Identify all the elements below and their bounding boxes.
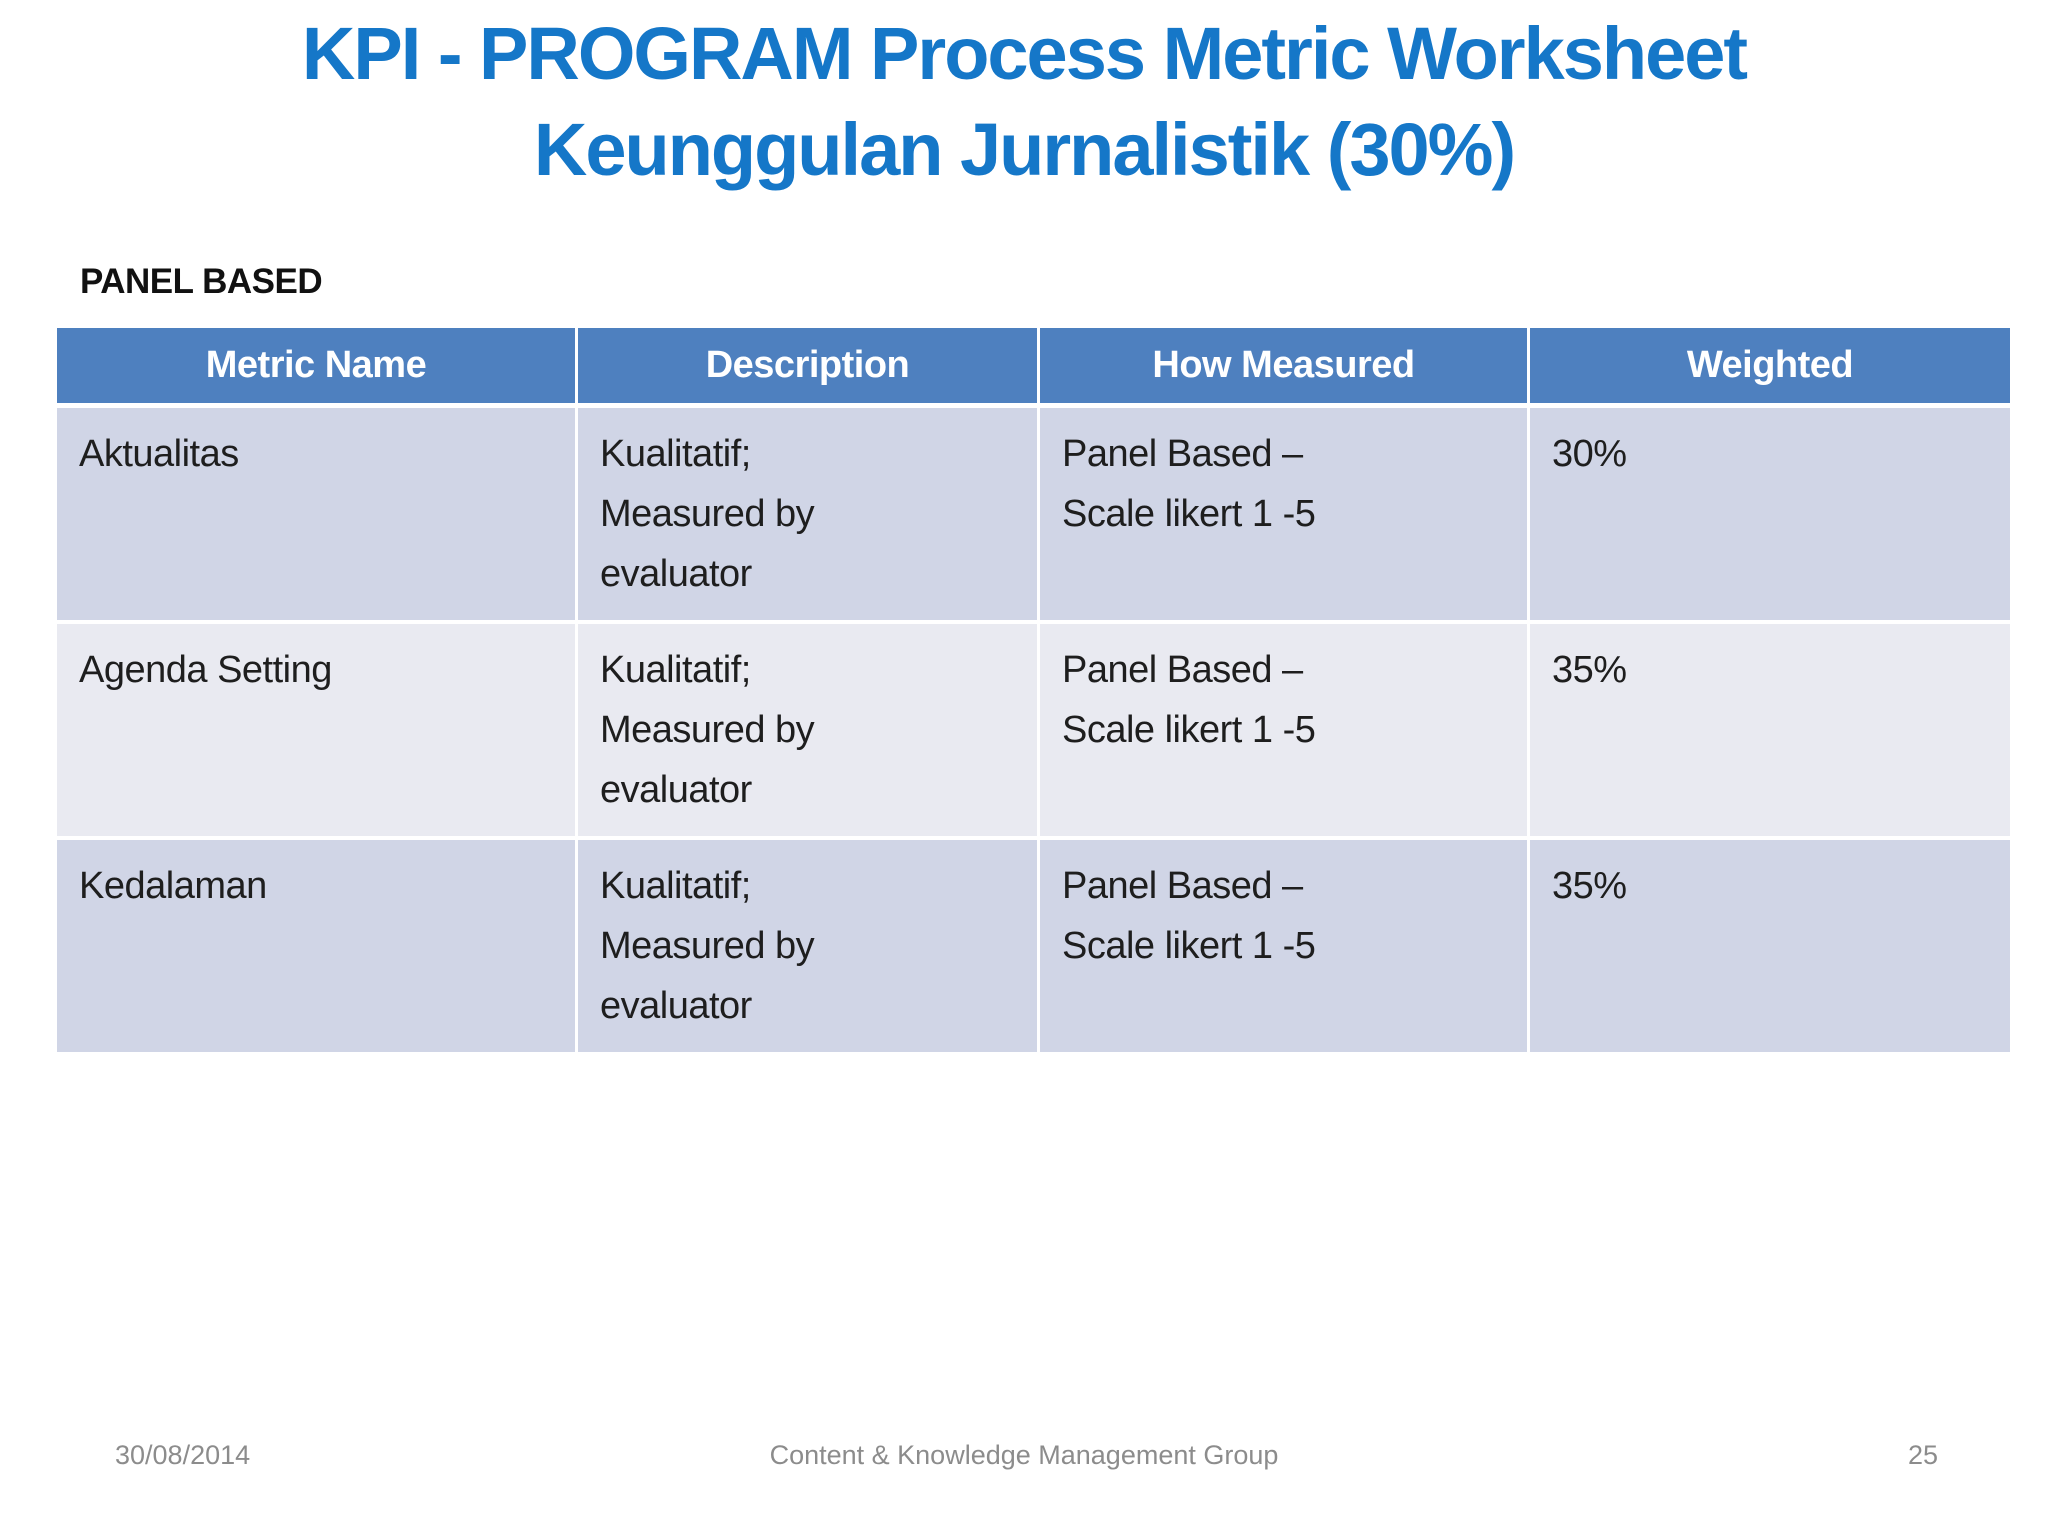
- footer-org-label: Content & Knowledge Management Group: [769, 1440, 1279, 1470]
- table-row: Kedalaman Kualitatif; Measured by evalua…: [57, 840, 2010, 1056]
- description-cell: Kualitatif; Measured by evaluator: [578, 624, 1040, 840]
- how-measured-cell: Panel Based – Scale likert 1 -5: [1040, 624, 1530, 840]
- table-header-row: Metric Name Description How Measured Wei…: [57, 328, 2010, 408]
- section-label: PANEL BASED: [80, 262, 323, 301]
- metric-cell: Agenda Setting: [57, 624, 578, 840]
- page-title-line-2: Keunggulan Jurnalistik (30%): [533, 108, 1516, 191]
- how-measured-cell: Panel Based – Scale likert 1 -5: [1040, 840, 1530, 1056]
- table-row: Aktualitas Kualitatif; Measured by evalu…: [57, 408, 2010, 624]
- page-title-line-1: KPI - PROGRAM Process Metric Worksheet: [301, 12, 1748, 95]
- weighted-cell: 35%: [1530, 624, 2010, 840]
- column-header-weighted: Weighted: [1530, 328, 2010, 408]
- footer-date: 30/08/2014: [115, 1440, 251, 1470]
- column-header-description: Description: [578, 328, 1040, 408]
- metric-cell: Aktualitas: [57, 408, 578, 624]
- how-measured-cell: Panel Based – Scale likert 1 -5: [1040, 408, 1530, 624]
- slide-footer: 30/08/2014 Content & Knowledge Managemen…: [0, 1440, 2048, 1480]
- weighted-cell: 35%: [1530, 840, 2010, 1056]
- description-cell: Kualitatif; Measured by evaluator: [578, 840, 1040, 1056]
- weighted-cell: 30%: [1530, 408, 2010, 624]
- metric-table: Metric Name Description How Measured Wei…: [57, 328, 2010, 1056]
- footer-page-number: 25: [1907, 1440, 1938, 1470]
- table-row: Agenda Setting Kualitatif; Measured by e…: [57, 624, 2010, 840]
- column-header-how-measured: How Measured: [1040, 328, 1530, 408]
- page-title: KPI - PROGRAM Process Metric Worksheet K…: [0, 6, 2048, 198]
- description-cell: Kualitatif; Measured by evaluator: [578, 408, 1040, 624]
- metric-cell: Kedalaman: [57, 840, 578, 1056]
- column-header-metric-name: Metric Name: [57, 328, 578, 408]
